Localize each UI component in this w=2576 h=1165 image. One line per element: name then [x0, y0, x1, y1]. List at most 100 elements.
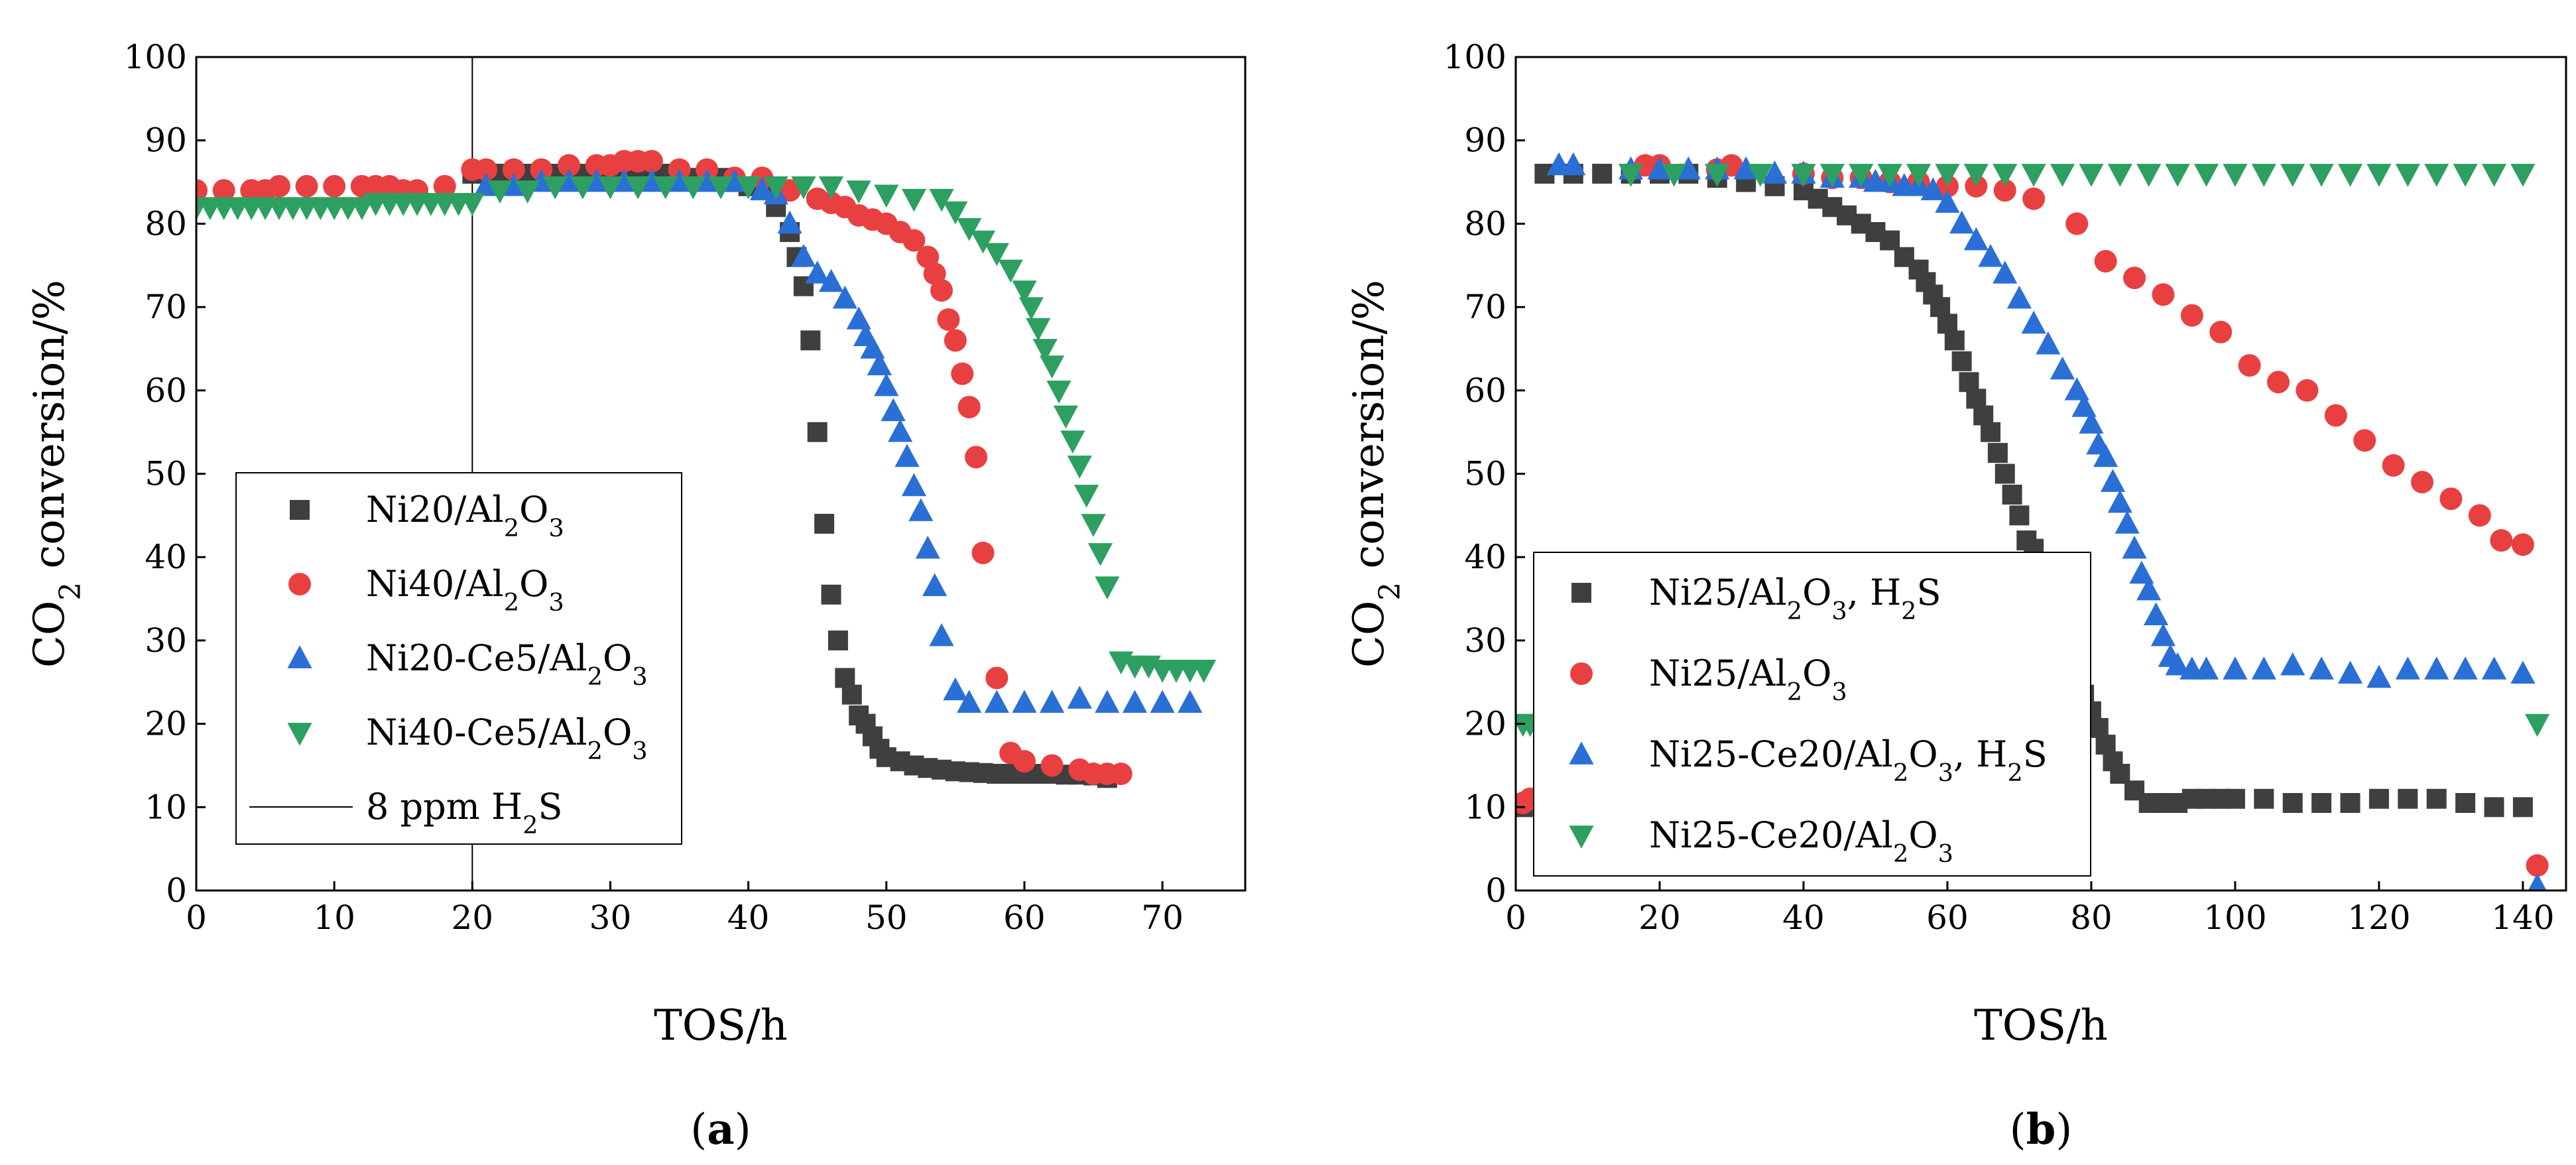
data-point-s0-28 [1981, 422, 2001, 442]
y-tick-label: 10 [145, 788, 187, 826]
y-tick-label: 90 [145, 121, 187, 160]
data-point-s1-6 [323, 174, 346, 198]
data-point-s3-29 [708, 176, 733, 200]
data-point-s1-31 [2511, 533, 2534, 556]
data-point-s3-54 [1087, 543, 1113, 566]
data-point-s2-33 [2122, 535, 2147, 559]
x-tick-label: 40 [1782, 898, 1825, 937]
data-point-s3-21 [2223, 164, 2248, 187]
data-point-s3-43 [1012, 280, 1037, 304]
data-point-s2-35 [2136, 577, 2162, 601]
data-point-s3-20 [460, 193, 485, 216]
data-point-s1-13 [1993, 179, 2016, 202]
data-point-s0-22 [1937, 314, 1957, 334]
data-point-s2-4 [1676, 156, 1701, 180]
data-point-s2-8 [694, 168, 719, 192]
data-point-s2-31 [2107, 489, 2132, 513]
data-point-s0-46 [2110, 764, 2130, 784]
data-point-s0-58 [2340, 793, 2361, 814]
data-point-s1-29 [2468, 504, 2491, 527]
data-point-s2-51 [2481, 656, 2507, 680]
data-point-s3-3 [1662, 164, 1687, 187]
data-point-s3-19 [2165, 164, 2190, 187]
data-point-s2-36 [2143, 602, 2169, 626]
data-point-s1-45 [985, 666, 1009, 690]
x-tick-label: 30 [589, 898, 632, 937]
data-point-s3-38 [943, 201, 968, 225]
data-point-s1-32 [2526, 854, 2549, 877]
data-point-s0-26 [800, 330, 821, 351]
series-3 [1516, 164, 2550, 737]
data-point-s3-24 [2309, 164, 2334, 187]
data-point-s3-28 [2424, 164, 2449, 187]
data-point-s1-15 [2065, 212, 2089, 235]
data-point-s0-30 [1994, 463, 2015, 484]
data-point-s1-14 [475, 158, 498, 181]
data-point-s1-0 [196, 179, 208, 202]
data-point-s3-41 [984, 243, 1009, 267]
x-tick-label: 40 [727, 898, 770, 937]
data-point-s2-14 [805, 261, 830, 284]
data-point-s3-25 [597, 176, 623, 200]
data-point-s2-39 [1178, 690, 1203, 713]
data-point-s0-59 [2368, 788, 2389, 809]
data-point-s2-49 [2424, 656, 2449, 680]
data-point-s2-16 [832, 285, 857, 309]
data-point-s3-2 [1618, 164, 1644, 187]
data-point-s2-27 [915, 535, 940, 559]
data-point-s3-50 [1060, 430, 1085, 454]
series-3 [196, 176, 1217, 683]
data-point-s1-18 [2152, 283, 2175, 306]
data-point-s3-32 [2525, 713, 2550, 737]
panel-b: 0 20 40 60 80 100 120 140 0 10 20 30 40 50 60 70 80 90 100… [1345, 38, 2567, 1154]
data-point-s2-21 [2006, 285, 2032, 309]
data-point-s2-3 [556, 168, 582, 192]
data-point-s1-15 [502, 158, 525, 181]
data-point-s3-53 [1081, 514, 1106, 537]
data-point-s1-27 [778, 179, 802, 202]
data-point-s2-28 [922, 573, 948, 597]
y-tick-label: 40 [1464, 538, 1506, 576]
x-axis-title: TOS/h [1974, 1001, 2108, 1050]
data-point-s0-27 [807, 422, 828, 442]
data-point-s3-27 [653, 176, 678, 200]
x-tick-label: 0 [186, 898, 207, 937]
y-tick-label: 20 [1464, 705, 1506, 743]
data-point-s3-32 [791, 176, 816, 200]
data-point-s1-24 [2324, 404, 2347, 427]
data-point-s2-25 [2064, 377, 2089, 400]
data-point-s0-43 [2088, 717, 2109, 738]
legend-marker-0 [290, 500, 310, 520]
data-point-s2-53 [2528, 873, 2547, 890]
data-point-s2-38 [1150, 690, 1175, 713]
data-point-s2-45 [2309, 656, 2334, 680]
legend-label-2: Ni25-Ce20/Al2O3, H2S [1649, 733, 2048, 787]
y-tick-label: 70 [1464, 288, 1506, 326]
data-point-s2-24 [894, 444, 920, 467]
legend-marker-1 [288, 573, 311, 595]
x-tick-label: 70 [1141, 898, 1184, 937]
x-tick-label: 80 [2070, 898, 2113, 937]
data-point-s3-47 [1039, 355, 1065, 379]
legend-marker-2 [287, 645, 312, 668]
data-point-s2-36 [1095, 690, 1120, 713]
data-point-s1-52 [1109, 763, 1133, 786]
data-point-s3-21 [487, 180, 513, 204]
data-point-s0-57 [2311, 793, 2332, 814]
data-point-s1-5 [295, 174, 318, 198]
data-point-s0-32 [2009, 505, 2030, 526]
y-tick-label: 10 [1464, 788, 1506, 826]
data-point-s2-42 [2223, 656, 2248, 680]
data-point-s3-31 [763, 176, 788, 200]
data-point-s1-14 [2022, 187, 2046, 210]
legend-label-1: Ni25/Al2O3 [1649, 652, 1847, 706]
data-point-s2-52 [2510, 660, 2536, 684]
data-point-s2-15 [818, 269, 844, 292]
data-point-s3-31 [2510, 164, 2536, 187]
data-point-s0-26 [1966, 389, 1987, 409]
x-tick-label: 60 [1926, 898, 1969, 937]
legend-box [1533, 552, 2091, 877]
data-point-s2-33 [1012, 690, 1037, 713]
data-point-s1-4 [267, 174, 290, 198]
legend-label-2: Ni20-Ce5/Al2O3 [366, 637, 648, 691]
